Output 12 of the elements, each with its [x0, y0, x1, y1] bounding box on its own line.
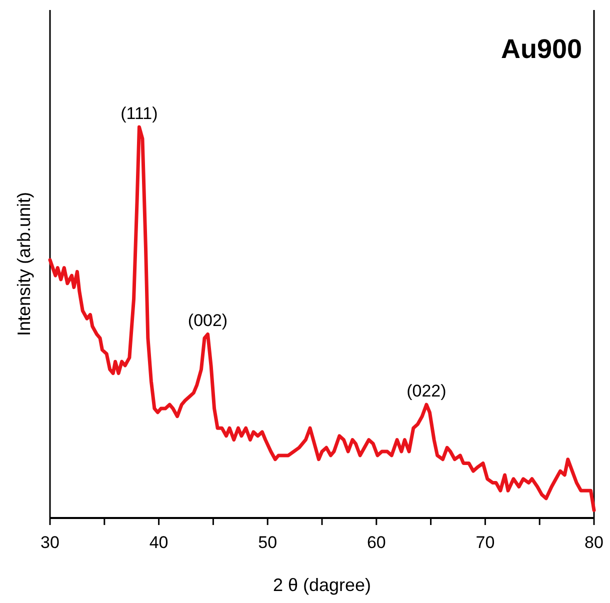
y-axis-title: Intensity (arb.unit) [14, 192, 34, 336]
x-tick-label: 80 [584, 533, 604, 552]
annotation: (022) [406, 382, 446, 401]
x-tick-label: 50 [258, 533, 278, 552]
annotation: (002) [188, 311, 228, 330]
x-tick-label: 30 [40, 533, 60, 552]
annotation: (111) [120, 104, 158, 123]
x-tick-label: 40 [149, 533, 168, 552]
x-tick-label: 60 [366, 533, 386, 552]
x-tick-label: 70 [476, 533, 495, 552]
x-axis-title: 2 θ (dagree) [272, 575, 372, 595]
chart-title: Au900 [500, 34, 582, 64]
